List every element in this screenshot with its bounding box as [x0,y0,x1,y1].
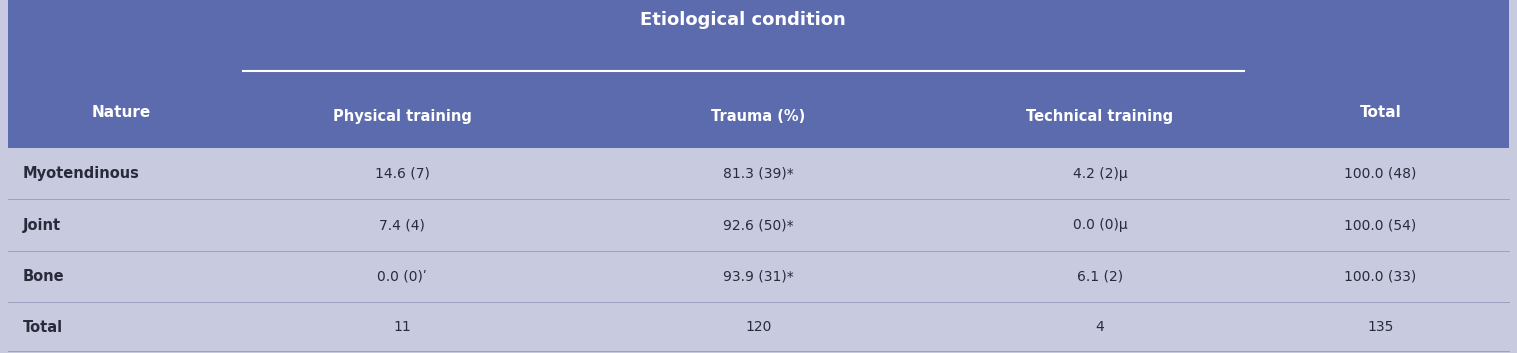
Text: 120: 120 [745,321,772,334]
Text: Nature: Nature [91,106,152,120]
Text: 100.0 (48): 100.0 (48) [1344,167,1417,181]
Text: Myotendinous: Myotendinous [23,166,140,181]
Text: 4.2 (2)µ: 4.2 (2)µ [1073,167,1127,181]
Text: 11: 11 [393,321,411,334]
Text: Joint: Joint [23,217,61,233]
Text: 14.6 (7): 14.6 (7) [375,167,429,181]
Text: Technical training: Technical training [1027,109,1173,124]
Text: 92.6 (50)*: 92.6 (50)* [724,218,793,232]
Text: Physical training: Physical training [332,109,472,124]
Text: Total: Total [23,320,62,335]
Text: 0.0 (0)µ: 0.0 (0)µ [1073,218,1127,232]
Text: 7.4 (4): 7.4 (4) [379,218,425,232]
Text: 100.0 (54): 100.0 (54) [1344,218,1417,232]
Text: 4: 4 [1095,321,1104,334]
Text: Etiological condition: Etiological condition [640,11,846,29]
Text: 100.0 (33): 100.0 (33) [1344,269,1417,283]
Text: Bone: Bone [23,269,64,284]
Text: Total: Total [1359,106,1402,120]
Bar [8,0,1509,148]
Bar [8,148,1509,353]
Text: Trauma (%): Trauma (%) [711,109,806,124]
Text: 93.9 (31)*: 93.9 (31)* [724,269,793,283]
Text: 135: 135 [1367,321,1394,334]
Text: 0.0 (0)ʹ: 0.0 (0)ʹ [378,269,426,283]
Text: 81.3 (39)*: 81.3 (39)* [724,167,793,181]
Text: 6.1 (2): 6.1 (2) [1077,269,1123,283]
